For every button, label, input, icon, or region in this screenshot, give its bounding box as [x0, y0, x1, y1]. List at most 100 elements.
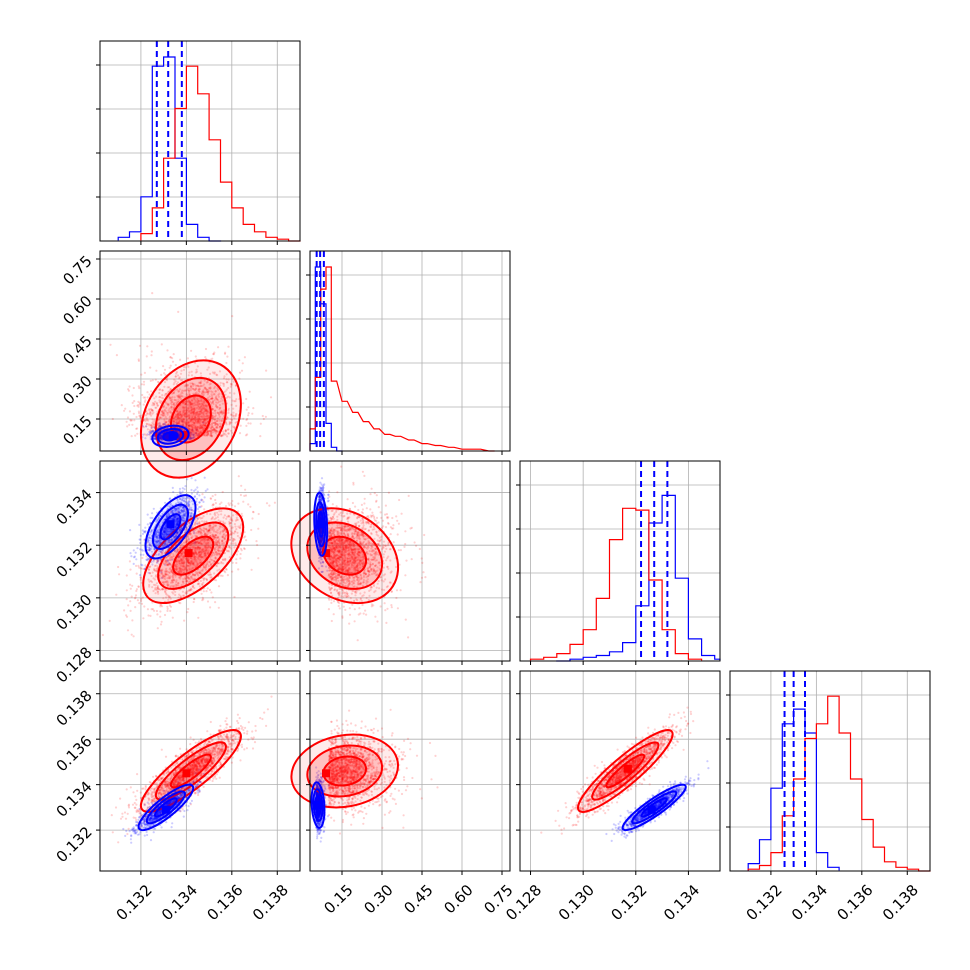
series_b-scatter-point: [197, 616, 200, 619]
series_b-scatter-point: [157, 424, 160, 427]
series_b-scatter-point: [209, 606, 212, 609]
series_b-scatter-point: [155, 406, 158, 409]
series_b-scatter-point: [193, 421, 196, 424]
series_b-scatter-point: [150, 350, 153, 353]
series_b-scatter-point: [128, 410, 131, 413]
series_b-scatter-point: [150, 390, 153, 393]
series_b-scatter-point: [197, 418, 200, 421]
series_b-scatter-point: [138, 414, 141, 417]
series_b-scatter-point: [191, 424, 194, 427]
series_b-scatter-point: [194, 429, 197, 432]
series_b-scatter-point: [148, 393, 151, 396]
series_b-scatter-point: [196, 384, 199, 387]
series_b-scatter-point: [199, 410, 202, 413]
series_b-scatter-point: [198, 426, 202, 429]
series_b-scatter-point: [196, 416, 199, 419]
series_b-scatter-point: [146, 396, 149, 399]
series_b-scatter-point: [240, 369, 244, 372]
series_b-scatter-point: [164, 421, 168, 424]
series_b-scatter-point: [175, 415, 178, 418]
series_b-scatter-point: [111, 417, 114, 421]
series_b-scatter-point: [142, 617, 145, 620]
series_b-scatter-point: [222, 382, 226, 386]
series_a-scatter-point: [196, 486, 199, 489]
series_b-scatter-point: [215, 373, 218, 376]
series_b-scatter-point: [244, 488, 247, 491]
series_b-scatter-point: [125, 589, 128, 592]
series_b-scatter-point: [216, 397, 219, 400]
series_b-scatter-point: [177, 422, 180, 425]
series_b-scatter-point: [169, 411, 173, 414]
series_b-scatter-point: [220, 410, 223, 413]
series_b-scatter-point: [196, 503, 199, 506]
series_b-scatter-point: [172, 402, 175, 406]
series_b-scatter-point: [146, 345, 149, 348]
series_b-scatter-point: [142, 396, 145, 399]
series_b-scatter-point: [191, 429, 194, 432]
series_b-scatter-point: [197, 420, 200, 423]
series_b-scatter-point: [183, 412, 187, 415]
series_b-scatter-point: [196, 414, 200, 418]
series_b-scatter-point: [152, 420, 155, 423]
series_b-scatter-point: [189, 403, 192, 406]
series_b-scatter-point: [232, 414, 235, 417]
series_b-scatter-point: [227, 407, 230, 410]
series_b-scatter-point: [211, 504, 214, 507]
series_b-scatter-point: [169, 356, 172, 359]
series_b-scatter-point: [191, 420, 194, 424]
series_b-scatter-point: [150, 427, 153, 430]
series_b-scatter-point: [223, 375, 226, 378]
series_b-scatter-point: [231, 399, 234, 402]
series_b-scatter-point: [190, 411, 193, 414]
series_b-scatter-point: [151, 409, 154, 412]
series_b-scatter-point: [180, 415, 183, 418]
series_b-scatter-point: [169, 356, 172, 359]
series_b-scatter-point: [198, 388, 201, 391]
series_b-scatter-point: [215, 405, 218, 408]
series_b-scatter-point: [194, 355, 197, 358]
series_b-scatter-point: [137, 564, 140, 568]
series_b-scatter-point: [216, 399, 220, 402]
series_b-scatter-point: [127, 604, 130, 607]
series_b-scatter-point: [187, 421, 190, 424]
series_b-scatter-point: [194, 416, 197, 419]
series_b-scatter-point: [179, 395, 182, 398]
series_b-scatter-point: [161, 410, 164, 413]
series_b-scatter-point: [216, 401, 219, 404]
series_b-scatter-point: [195, 411, 198, 414]
series_b-scatter-point: [207, 433, 210, 436]
series_b-scatter-point: [138, 412, 141, 415]
series_b-scatter-point: [200, 408, 203, 411]
series_b-scatter-point: [219, 410, 222, 413]
series_b-scatter-point: [257, 512, 260, 516]
series_a-scatter-point: [190, 492, 193, 495]
series_b-scatter-point: [202, 390, 205, 393]
series_b-scatter-point: [208, 383, 211, 386]
series_b-scatter-point: [166, 403, 169, 406]
series_b-scatter-point: [172, 420, 176, 423]
series_b-scatter-point: [173, 396, 176, 399]
series_b-scatter-point: [156, 380, 159, 383]
series_b-scatter-point: [146, 412, 149, 415]
series_b-scatter-point: [224, 429, 227, 432]
series_b-scatter-point: [147, 423, 150, 426]
series_b-scatter-point: [212, 417, 215, 421]
series_b-scatter-point: [156, 404, 159, 407]
series_b-scatter-point: [220, 419, 223, 422]
series_b-scatter-point: [210, 390, 213, 393]
series_b-scatter-point: [235, 404, 238, 407]
series_b-scatter-point: [205, 408, 208, 411]
series_b-scatter-point: [212, 353, 215, 356]
series_b-scatter-point: [232, 411, 235, 414]
series_b-scatter-point: [233, 426, 236, 429]
series_b-scatter-point: [154, 378, 157, 381]
series_b-scatter-point: [134, 434, 137, 437]
series_b-scatter-point: [169, 609, 172, 613]
series_b-scatter-point: [164, 421, 167, 424]
series_b-scatter-point: [232, 415, 235, 418]
series_b-scatter-point: [180, 419, 183, 422]
series_b-scatter-point: [273, 501, 276, 504]
series_b-scatter-point: [183, 619, 186, 622]
series_b-scatter-point: [203, 407, 206, 410]
series_b-scatter-point: [140, 383, 143, 386]
